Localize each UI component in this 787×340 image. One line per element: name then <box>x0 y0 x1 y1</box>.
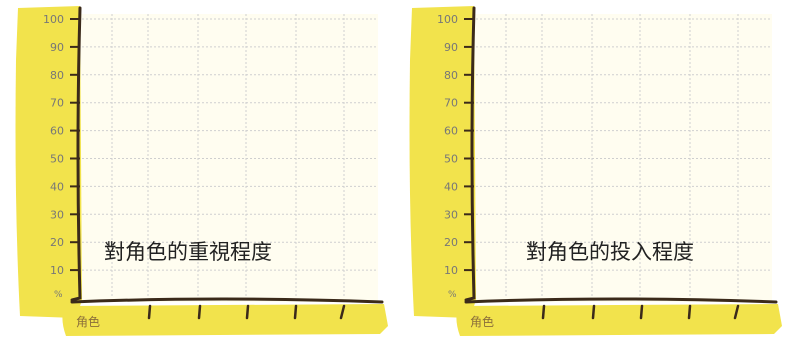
y-tick-label: 90 <box>444 41 458 54</box>
y-axis-label: % <box>54 290 63 300</box>
x-tick <box>197 304 202 320</box>
y-tick-label: 60 <box>50 125 64 138</box>
x-tick <box>293 304 298 320</box>
y-tick-label: 70 <box>444 97 458 110</box>
chart-importance-svg: 100 90 80 70 60 50 40 30 20 10% 角色 <box>15 6 389 336</box>
x-axis-line <box>464 297 778 304</box>
y-tick-label: 50 <box>50 153 64 166</box>
x-tick <box>687 304 692 320</box>
y-tick-label: 100 <box>437 13 458 26</box>
x-tick <box>339 304 346 320</box>
chart-importance-title: 對角色的重視程度 <box>104 240 272 264</box>
y-tick-label: 10 <box>444 264 458 277</box>
x-tick <box>147 304 152 320</box>
y-tick-label: 10 <box>50 264 64 277</box>
y-tick-label: 40 <box>50 180 64 193</box>
chart-investment-svg: 100 90 80 70 60 50 40 30 20 10% 角色 <box>409 6 782 336</box>
y-axis-band <box>409 6 476 318</box>
x-tick <box>245 304 250 320</box>
x-axis-band <box>456 304 782 336</box>
x-tick <box>733 304 740 320</box>
x-axis-label: 角色 <box>76 315 100 329</box>
x-tick <box>541 304 546 320</box>
x-tick <box>591 304 596 320</box>
chart-importance: 100 90 80 70 60 50 40 30 20 10% 角色 對角色的重視程度 <box>0 0 393 340</box>
y-tick-label: 60 <box>444 125 458 138</box>
y-tick-label: 30 <box>50 208 64 221</box>
y-tick-label: 80 <box>50 69 64 82</box>
chart-investment: 100 90 80 70 60 50 40 30 20 10% 角色 對角色的投入程度 <box>394 0 787 340</box>
y-axis-label: % <box>448 290 457 300</box>
x-axis-label: 角色 <box>470 315 494 329</box>
y-tick-label: 80 <box>444 69 458 82</box>
y-tick-label: 90 <box>50 41 64 54</box>
y-tick-label: 50 <box>444 153 458 166</box>
y-tick-label: 20 <box>444 236 458 249</box>
y-tick-label: 30 <box>444 208 458 221</box>
x-axis-band <box>62 304 389 336</box>
y-tick-label: 40 <box>444 180 458 193</box>
chart-investment-title: 對角色的投入程度 <box>526 240 694 264</box>
x-axis-line <box>70 297 384 304</box>
y-tick-label: 100 <box>43 13 64 26</box>
y-tick-label: 20 <box>50 236 64 249</box>
x-tick <box>639 304 644 320</box>
y-tick-label: 70 <box>50 97 64 110</box>
y-axis-band <box>15 6 82 318</box>
